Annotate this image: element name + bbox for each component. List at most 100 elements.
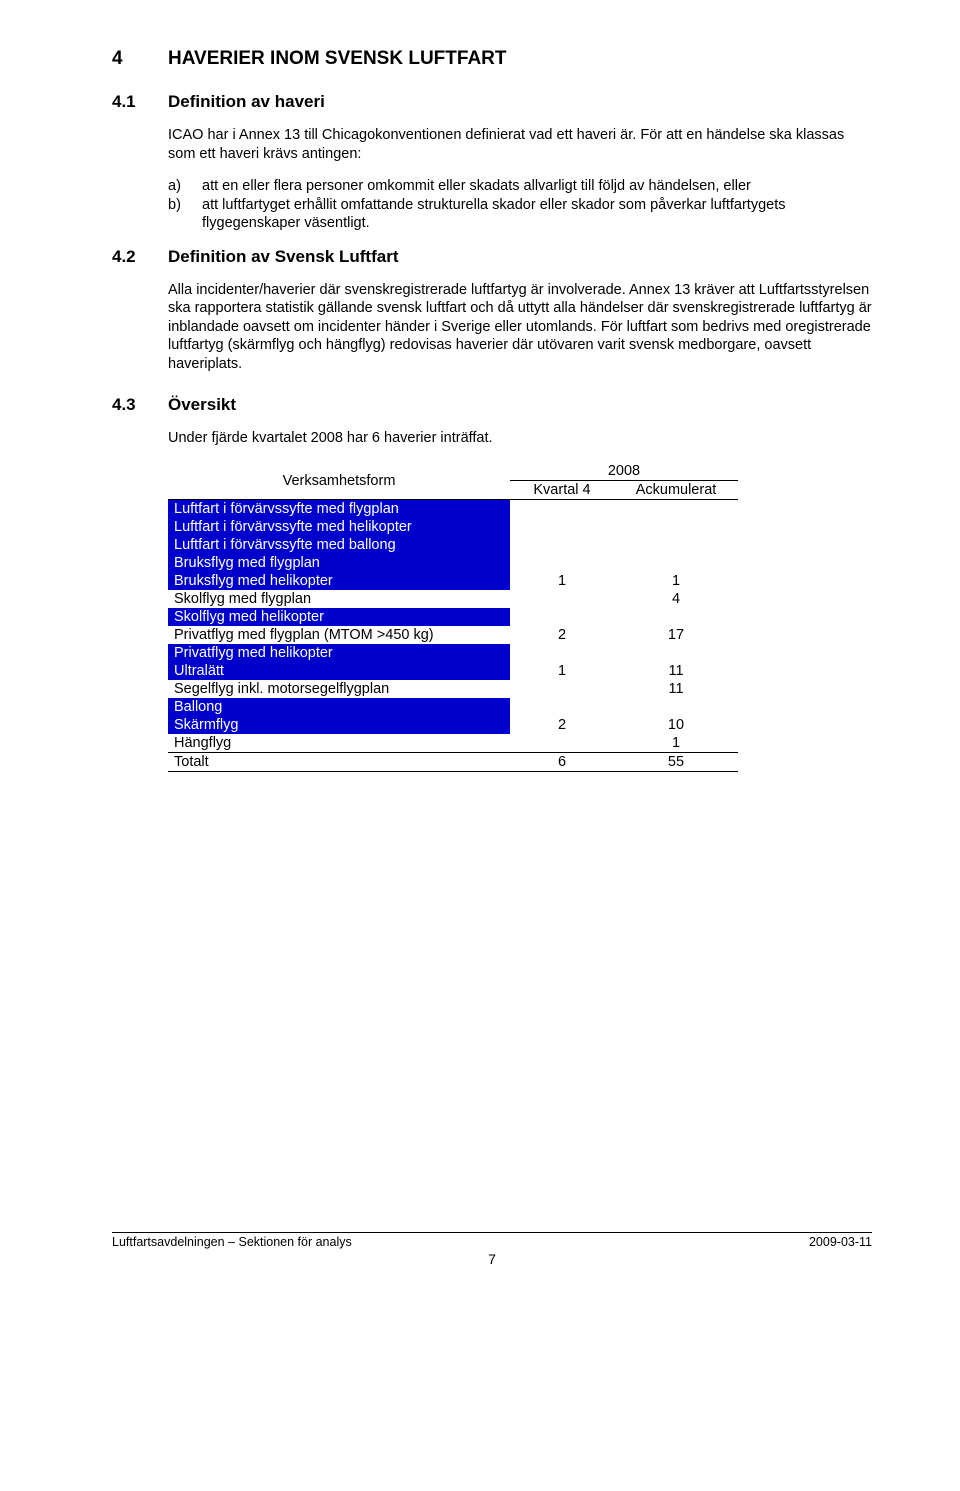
row-quarter: [510, 500, 614, 519]
table-row: Privatflyg med flygplan (MTOM >450 kg)21…: [168, 626, 738, 644]
footer-divider: [112, 1232, 872, 1233]
section-4-title: HAVERIER INOM SVENSK LUFTFART: [168, 48, 507, 70]
overview-table: Verksamhetsform 2008 Kvartal 4 Ackumuler…: [168, 462, 738, 772]
table-total-row: Totalt 6 55: [168, 753, 738, 772]
section-4-3-intro: Under fjärde kvartalet 2008 har 6 haveri…: [168, 429, 872, 448]
table-body: Luftfart i förvärvssyfte med flygplanLuf…: [168, 500, 738, 753]
table-row: Luftfart i förvärvssyfte med flygplan: [168, 500, 738, 519]
list-content-a: att en eller flera personer omkommit ell…: [202, 177, 872, 196]
row-label: Privatflyg med helikopter: [168, 644, 510, 662]
row-accumulated: 17: [614, 626, 738, 644]
page: 4 HAVERIER INOM SVENSK LUFTFART 4.1 Defi…: [0, 0, 960, 1295]
section-4-2-heading: 4.2 Definition av Svensk Luftfart: [112, 247, 872, 267]
row-accumulated: [614, 698, 738, 716]
page-footer: Luftfartsavdelningen – Sektionen för ana…: [112, 1232, 872, 1267]
total-label: Totalt: [168, 753, 510, 772]
row-label: Skolflyg med helikopter: [168, 608, 510, 626]
row-accumulated: [614, 644, 738, 662]
section-4-2-body: Alla incidenter/haverier där svenskregis…: [168, 281, 872, 374]
table-row: Skolflyg med flygplan 4: [168, 590, 738, 608]
row-quarter: 1: [510, 572, 614, 590]
row-accumulated: 1: [614, 734, 738, 753]
row-label: Ultralätt: [168, 662, 510, 680]
row-label: Ballong: [168, 698, 510, 716]
row-accumulated: [614, 536, 738, 554]
section-4-1-title: Definition av haveri: [168, 92, 325, 112]
section-4-heading: 4 HAVERIER INOM SVENSK LUFTFART: [112, 48, 872, 70]
section-4-number: 4: [112, 48, 168, 70]
page-number: 7: [112, 1251, 872, 1267]
row-accumulated: 10: [614, 716, 738, 734]
section-4-1-body: ICAO har i Annex 13 till Chicagokonventi…: [168, 126, 872, 233]
row-quarter: 2: [510, 626, 614, 644]
footer-right: 2009-03-11: [809, 1235, 872, 1249]
row-quarter: [510, 680, 614, 698]
section-4-3-number: 4.3: [112, 395, 168, 415]
row-quarter: [510, 554, 614, 572]
section-4-1-heading: 4.1 Definition av haveri: [112, 92, 872, 112]
footer-left: Luftfartsavdelningen – Sektionen för ana…: [112, 1235, 352, 1249]
row-accumulated: 1: [614, 572, 738, 590]
row-accumulated: [614, 518, 738, 536]
list-marker-b: b): [168, 196, 202, 233]
section-4-2-para: Alla incidenter/haverier där svenskregis…: [168, 281, 872, 374]
col-header-accumulated: Ackumulerat: [614, 481, 738, 500]
row-quarter: [510, 698, 614, 716]
row-accumulated: 11: [614, 680, 738, 698]
col-header-quarter: Kvartal 4: [510, 481, 614, 500]
table-row: Bruksflyg med flygplan: [168, 554, 738, 572]
section-4-1-intro: ICAO har i Annex 13 till Chicagokonventi…: [168, 126, 872, 163]
table-header-row-1: Verksamhetsform 2008: [168, 462, 738, 481]
row-accumulated: [614, 500, 738, 519]
footer-row: Luftfartsavdelningen – Sektionen för ana…: [112, 1235, 872, 1249]
row-label: Bruksflyg med flygplan: [168, 554, 510, 572]
total-quarter: 6: [510, 753, 614, 772]
row-label: Luftfart i förvärvssyfte med flygplan: [168, 500, 510, 519]
list-item: b) att luftfartyget erhållit omfattande …: [168, 196, 872, 233]
row-quarter: [510, 590, 614, 608]
table-row: Skolflyg med helikopter: [168, 608, 738, 626]
row-quarter: [510, 608, 614, 626]
row-quarter: [510, 536, 614, 554]
row-label: Segelflyg inkl. motorsegelflygplan: [168, 680, 510, 698]
row-quarter: 1: [510, 662, 614, 680]
section-4-3-body: Under fjärde kvartalet 2008 har 6 haveri…: [168, 429, 872, 448]
row-quarter: [510, 518, 614, 536]
section-4-2-number: 4.2: [112, 247, 168, 267]
row-accumulated: [614, 608, 738, 626]
row-accumulated: 4: [614, 590, 738, 608]
row-quarter: [510, 734, 614, 753]
row-label: Skärmflyg: [168, 716, 510, 734]
row-label: Hängflyg: [168, 734, 510, 753]
row-label: Luftfart i förvärvssyfte med ballong: [168, 536, 510, 554]
section-4-3-heading: 4.3 Översikt: [112, 395, 872, 415]
row-label: Skolflyg med flygplan: [168, 590, 510, 608]
table-row: Skärmflyg210: [168, 716, 738, 734]
section-4-3-title: Översikt: [168, 395, 236, 415]
row-label: Luftfart i förvärvssyfte med helikopter: [168, 518, 510, 536]
table-row: Ballong: [168, 698, 738, 716]
section-4-2-title: Definition av Svensk Luftfart: [168, 247, 398, 267]
row-quarter: 2: [510, 716, 614, 734]
list-item: a) att en eller flera personer omkommit …: [168, 177, 872, 196]
row-quarter: [510, 644, 614, 662]
table-row: Hängflyg 1: [168, 734, 738, 753]
table-row: Ultralätt111: [168, 662, 738, 680]
table-row: Segelflyg inkl. motorsegelflygplan 11: [168, 680, 738, 698]
table-row: Luftfart i förvärvssyfte med helikopter: [168, 518, 738, 536]
table-row: Privatflyg med helikopter: [168, 644, 738, 662]
table-row: Bruksflyg med helikopter11: [168, 572, 738, 590]
row-label: Privatflyg med flygplan (MTOM >450 kg): [168, 626, 510, 644]
criteria-list: a) att en eller flera personer omkommit …: [168, 177, 872, 233]
row-accumulated: 11: [614, 662, 738, 680]
overview-table-wrap: Verksamhetsform 2008 Kvartal 4 Ackumuler…: [168, 462, 872, 772]
col-header-year: 2008: [510, 462, 738, 481]
col-header-form: Verksamhetsform: [168, 462, 510, 500]
list-marker-a: a): [168, 177, 202, 196]
row-label: Bruksflyg med helikopter: [168, 572, 510, 590]
row-accumulated: [614, 554, 738, 572]
table-row: Luftfart i förvärvssyfte med ballong: [168, 536, 738, 554]
total-accumulated: 55: [614, 753, 738, 772]
section-4-1-number: 4.1: [112, 92, 168, 112]
list-content-b: att luftfartyget erhållit omfattande str…: [202, 196, 872, 233]
